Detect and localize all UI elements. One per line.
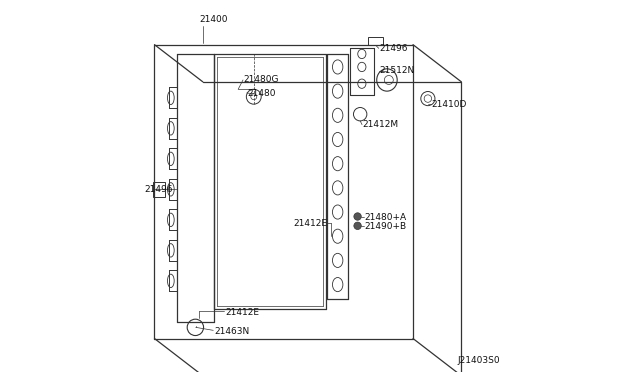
Text: J21403S0: J21403S0 xyxy=(458,356,500,365)
Text: 21412E: 21412E xyxy=(225,308,259,317)
Text: 21410D: 21410D xyxy=(431,100,467,109)
Text: 21496: 21496 xyxy=(144,185,173,194)
Text: 21412E: 21412E xyxy=(293,219,328,228)
Text: 21480: 21480 xyxy=(248,89,276,97)
Bar xyxy=(152,182,164,197)
Text: 21480+A: 21480+A xyxy=(365,213,407,222)
Text: 21512N: 21512N xyxy=(380,66,415,75)
Circle shape xyxy=(354,213,362,220)
Text: 21463N: 21463N xyxy=(214,327,249,336)
Circle shape xyxy=(354,222,362,230)
Text: 21490+B: 21490+B xyxy=(365,222,407,231)
Bar xyxy=(369,37,383,45)
Text: 21480G: 21480G xyxy=(244,76,279,84)
Text: 21412M: 21412M xyxy=(363,120,399,129)
Text: 21496: 21496 xyxy=(380,44,408,53)
Text: 21400: 21400 xyxy=(199,15,228,24)
